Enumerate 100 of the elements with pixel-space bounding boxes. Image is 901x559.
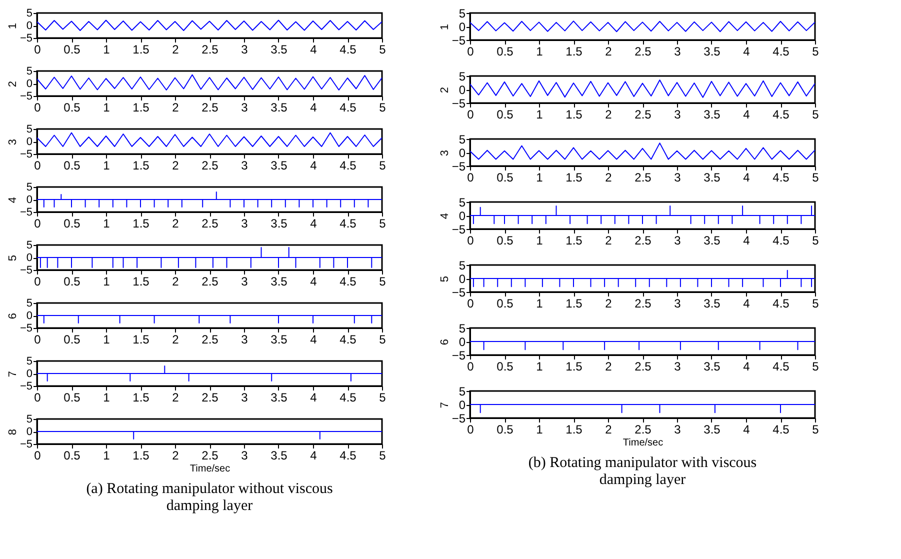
y-axis-title: 8 xyxy=(6,428,19,436)
x-tick-label: 4 xyxy=(310,100,318,114)
x-tick-label: 0.5 xyxy=(64,100,81,114)
x-tick-label: 0 xyxy=(467,108,474,122)
y-tick-label: −5 xyxy=(452,96,466,110)
x-tick-label: 1.5 xyxy=(132,42,150,56)
x-tick-label: 2.5 xyxy=(634,108,652,122)
line-series xyxy=(470,80,815,98)
x-tick-label: 3.5 xyxy=(270,42,288,56)
x-tick-label: 3.5 xyxy=(270,216,288,230)
x-tick-label: 1 xyxy=(536,234,544,248)
y-tick-label: −5 xyxy=(452,34,466,48)
y-axis-title: 3 xyxy=(438,150,451,156)
x-tick-label: 5 xyxy=(812,422,820,436)
y-tick-label: −5 xyxy=(20,32,32,44)
x-tick-label: 2.5 xyxy=(634,44,652,58)
x-tick-label: 4.5 xyxy=(340,390,357,404)
x-tick-label: 4.5 xyxy=(340,332,357,346)
x-tick-label: 4.5 xyxy=(772,422,790,436)
x-tick-label: 4 xyxy=(743,360,750,374)
y-tick-label: 0 xyxy=(26,78,32,90)
x-tick-label: 1 xyxy=(103,390,110,404)
x-tick-label: 2 xyxy=(605,422,612,436)
x-tick-label: 1.5 xyxy=(566,296,583,310)
y-axis-title: 6 xyxy=(438,338,451,346)
x-tick-label: 1.5 xyxy=(566,108,583,122)
y-tick-label: 5 xyxy=(26,66,32,78)
x-tick-label: 2 xyxy=(172,274,180,288)
x-tick-label: 3.5 xyxy=(270,448,288,462)
x-tick-label: 1 xyxy=(103,274,110,288)
x-tick-label: 2 xyxy=(172,100,180,114)
x-tick-label: 3.5 xyxy=(270,158,288,172)
x-tick-label: 0 xyxy=(467,296,474,310)
x-tick-label: 2.5 xyxy=(202,158,219,172)
x-tick-label: 1.5 xyxy=(566,360,583,374)
x-tick-label: 0.5 xyxy=(496,422,514,436)
x-tick-label: 1 xyxy=(103,158,110,172)
y-tick-label: −5 xyxy=(452,160,466,174)
y-tick-label: 0 xyxy=(26,252,32,264)
x-tick-label: 4.5 xyxy=(772,234,790,248)
x-tick-label: 5 xyxy=(379,274,386,288)
x-tick-label: 3.5 xyxy=(704,422,721,436)
x-tick-label: 5 xyxy=(379,42,386,56)
y-tick-label: −5 xyxy=(452,348,466,362)
x-tick-label: 1 xyxy=(536,108,544,122)
x-tick-label: 3.5 xyxy=(704,108,721,122)
x-tick-label: 2.5 xyxy=(202,274,219,288)
x-tick-label: 5 xyxy=(379,158,386,172)
x-tick-label: 0.5 xyxy=(64,42,81,56)
y-axis-title: 2 xyxy=(6,80,19,88)
x-tick-label: 4 xyxy=(743,422,750,436)
x-tick-label: 3 xyxy=(674,170,682,184)
line-series xyxy=(37,74,382,90)
x-tick-label: 3.5 xyxy=(270,100,288,114)
y-tick-label: −5 xyxy=(20,322,32,334)
line-series xyxy=(470,206,815,224)
x-tick-label: 3 xyxy=(241,332,248,346)
y-axis-title: 5 xyxy=(6,254,19,262)
x-tick-label: 4.5 xyxy=(340,100,357,114)
x-tick-label: 2 xyxy=(605,296,612,310)
x-tick-label: 1.5 xyxy=(132,274,150,288)
x-tick-label: 3.5 xyxy=(704,360,721,374)
x-tick-label: 0.5 xyxy=(496,296,514,310)
x-tick-label: 1.5 xyxy=(132,158,150,172)
x-tick-label: 0.5 xyxy=(64,332,81,346)
x-tick-label: 3 xyxy=(674,108,682,122)
x-tick-label: 2.5 xyxy=(634,296,652,310)
x-tick-label: 3 xyxy=(241,216,248,230)
x-tick-label: 0 xyxy=(467,44,474,58)
x-tick-label: 3.5 xyxy=(704,44,721,58)
x-tick-label: 1.5 xyxy=(566,422,583,436)
x-tick-label: 2 xyxy=(172,158,180,172)
x-tick-label: 2.5 xyxy=(202,448,219,462)
x-tick-label: 4 xyxy=(310,42,318,56)
x-tick-label: 3.5 xyxy=(270,390,288,404)
text: (a) Rotating manipulator without viscous damping layer xyxy=(86,481,333,514)
x-tick-label: 2 xyxy=(172,332,180,346)
line-series xyxy=(470,20,815,32)
x-tick-label: 2.5 xyxy=(634,234,652,248)
x-tick-label: 4 xyxy=(743,170,750,184)
x-tick-label: 2 xyxy=(605,170,612,184)
x-tick-label: 0.5 xyxy=(496,44,514,58)
x-tick-label: 3 xyxy=(241,448,248,462)
x-tick-label: 0.5 xyxy=(496,170,514,184)
y-axis-title: 2 xyxy=(438,86,451,94)
x-tick-label: 5 xyxy=(379,390,386,404)
y-tick-label: 5 xyxy=(26,182,32,194)
x-axis-title: Time/sec xyxy=(190,464,230,474)
x-tick-label: 0.5 xyxy=(64,158,81,172)
x-tick-label: 3 xyxy=(241,42,248,56)
x-tick-label: 0 xyxy=(467,360,474,374)
x-tick-label: 5 xyxy=(379,448,386,462)
y-tick-label: 0 xyxy=(458,83,466,97)
x-tick-label: 2 xyxy=(605,108,612,122)
x-tick-label: 1.5 xyxy=(566,44,583,58)
x-tick-label: 4 xyxy=(310,216,318,230)
x-tick-label: 3 xyxy=(241,390,248,404)
x-tick-label: 4 xyxy=(743,234,750,248)
x-tick-label: 4.5 xyxy=(772,44,790,58)
x-tick-label: 4 xyxy=(310,158,318,172)
